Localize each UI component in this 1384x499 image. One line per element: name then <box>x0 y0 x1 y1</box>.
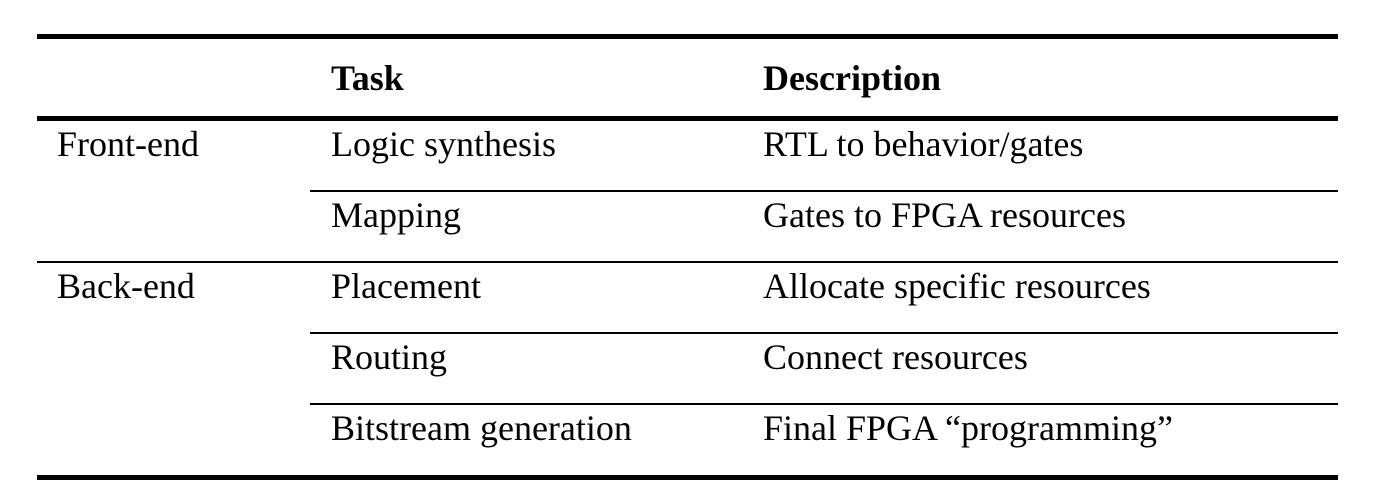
task-cell: Mapping <box>331 195 461 235</box>
description-cell: Allocate specific resources <box>763 266 1151 306</box>
task-cell: Placement <box>331 266 481 306</box>
header-description: Description <box>763 58 941 98</box>
task-cell: Bitstream generation <box>331 408 632 448</box>
description-cell: Gates to FPGA resources <box>763 195 1126 235</box>
task-cell: Logic synthesis <box>331 124 556 164</box>
table-top-rule <box>37 34 1338 39</box>
description-cell: Connect resources <box>763 337 1028 377</box>
header-task: Task <box>331 58 404 98</box>
description-cell: Final FPGA “programming” <box>763 408 1173 448</box>
task-cell: Routing <box>331 337 448 377</box>
header-rule <box>37 116 1338 121</box>
group-divider <box>37 261 1338 263</box>
phase-back-end: Back-end <box>57 266 195 306</box>
row-divider <box>310 332 1338 334</box>
row-divider <box>310 403 1338 405</box>
phase-front-end: Front-end <box>57 124 199 164</box>
row-divider <box>310 190 1338 192</box>
table-bottom-rule <box>37 475 1338 480</box>
description-cell: RTL to behavior/gates <box>763 124 1084 164</box>
